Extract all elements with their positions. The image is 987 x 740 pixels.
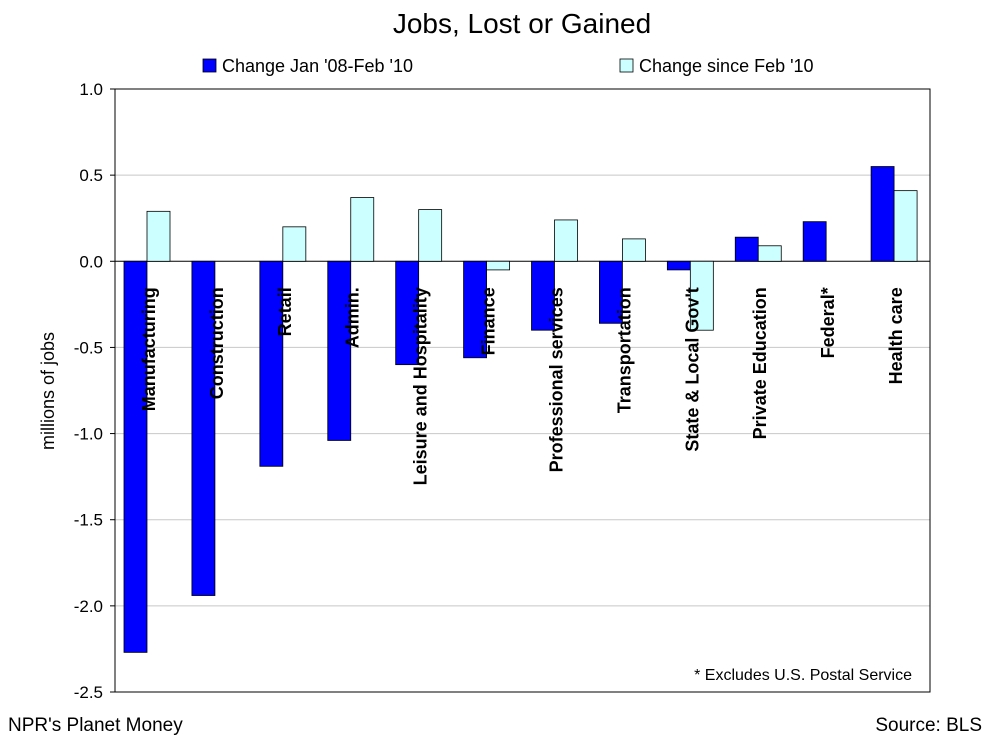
bar-series-1 bbox=[802, 221, 827, 262]
bar-series-1 bbox=[191, 260, 216, 596]
category-label: Construction bbox=[207, 287, 227, 399]
bar-series-1 bbox=[463, 260, 487, 359]
category-label: Health care bbox=[886, 287, 906, 384]
footnote-annotation: * Excludes U.S. Postal Service bbox=[694, 667, 912, 684]
plot-frame bbox=[114, 88, 931, 693]
footer-source: Source: BLS bbox=[875, 715, 982, 736]
bar-series-2 bbox=[418, 209, 443, 262]
bar-series-2 bbox=[757, 245, 782, 262]
legend-swatch bbox=[202, 58, 217, 73]
bar-series-1 bbox=[734, 236, 759, 262]
bar-series-1 bbox=[395, 260, 420, 366]
bar-series-1 bbox=[870, 166, 895, 262]
bar-series-2 bbox=[689, 260, 714, 331]
legend-label: Change Jan '08-Feb '10 bbox=[222, 56, 413, 76]
bar-series-1 bbox=[123, 260, 148, 653]
bar-series-2 bbox=[282, 226, 307, 262]
y-tick-label: 0.0 bbox=[79, 252, 103, 271]
bar-series-2 bbox=[350, 197, 375, 262]
bar-series-1 bbox=[599, 260, 623, 324]
footer-credit: NPR's Planet Money bbox=[8, 715, 183, 736]
plot-area bbox=[115, 89, 930, 692]
category-label: State & Local Gov't bbox=[682, 287, 702, 451]
y-tick-label: 0.5 bbox=[79, 166, 103, 185]
y-axis: 1.0 0.5 0.0 -0.5 -1.0 -1.5 -2.0 -2.5 bbox=[74, 80, 115, 702]
y-tick-label: -2.0 bbox=[74, 597, 103, 616]
category-label: Federal* bbox=[818, 287, 838, 358]
bar-series-2 bbox=[146, 210, 171, 262]
bar-series-2 bbox=[554, 219, 578, 262]
bar-series-2 bbox=[622, 238, 646, 262]
category-label: Transportation bbox=[614, 287, 634, 413]
y-tick-label: -1.5 bbox=[74, 511, 103, 530]
y-tick-label: -2.5 bbox=[74, 683, 103, 702]
y-axis-label: millions of jobs bbox=[38, 332, 58, 450]
category-label: Admin. bbox=[343, 287, 363, 348]
legend-label: Change since Feb '10 bbox=[639, 56, 814, 76]
legend-swatch bbox=[619, 58, 634, 73]
category-labels: Manufacturing Construction Retail Admin. Lei… bbox=[139, 287, 906, 485]
bar-series-1 bbox=[327, 260, 352, 441]
category-label: Leisure and Hospitality bbox=[411, 287, 431, 485]
category-label: Professional services bbox=[546, 287, 566, 472]
gridlines bbox=[115, 88, 930, 607]
bar-series-2 bbox=[486, 260, 510, 271]
category-label: Private Education bbox=[750, 287, 770, 439]
category-label: Retail bbox=[275, 287, 295, 336]
y-tick-label: -0.5 bbox=[74, 338, 103, 357]
legend: Change Jan '08-Feb '10 Change since Feb '… bbox=[202, 56, 814, 76]
category-label: Finance bbox=[479, 287, 499, 355]
y-tick-label: -1.0 bbox=[74, 425, 103, 444]
category-label: Manufacturing bbox=[139, 287, 159, 411]
chart-title: Jobs, Lost or Gained bbox=[393, 8, 651, 39]
y-tick-label: 1.0 bbox=[79, 80, 103, 99]
bar-series-2 bbox=[893, 190, 918, 262]
bar-series-1 bbox=[259, 260, 284, 467]
bars bbox=[114, 88, 931, 693]
bar-series-1 bbox=[531, 260, 555, 331]
bar-series-1 bbox=[666, 260, 691, 271]
